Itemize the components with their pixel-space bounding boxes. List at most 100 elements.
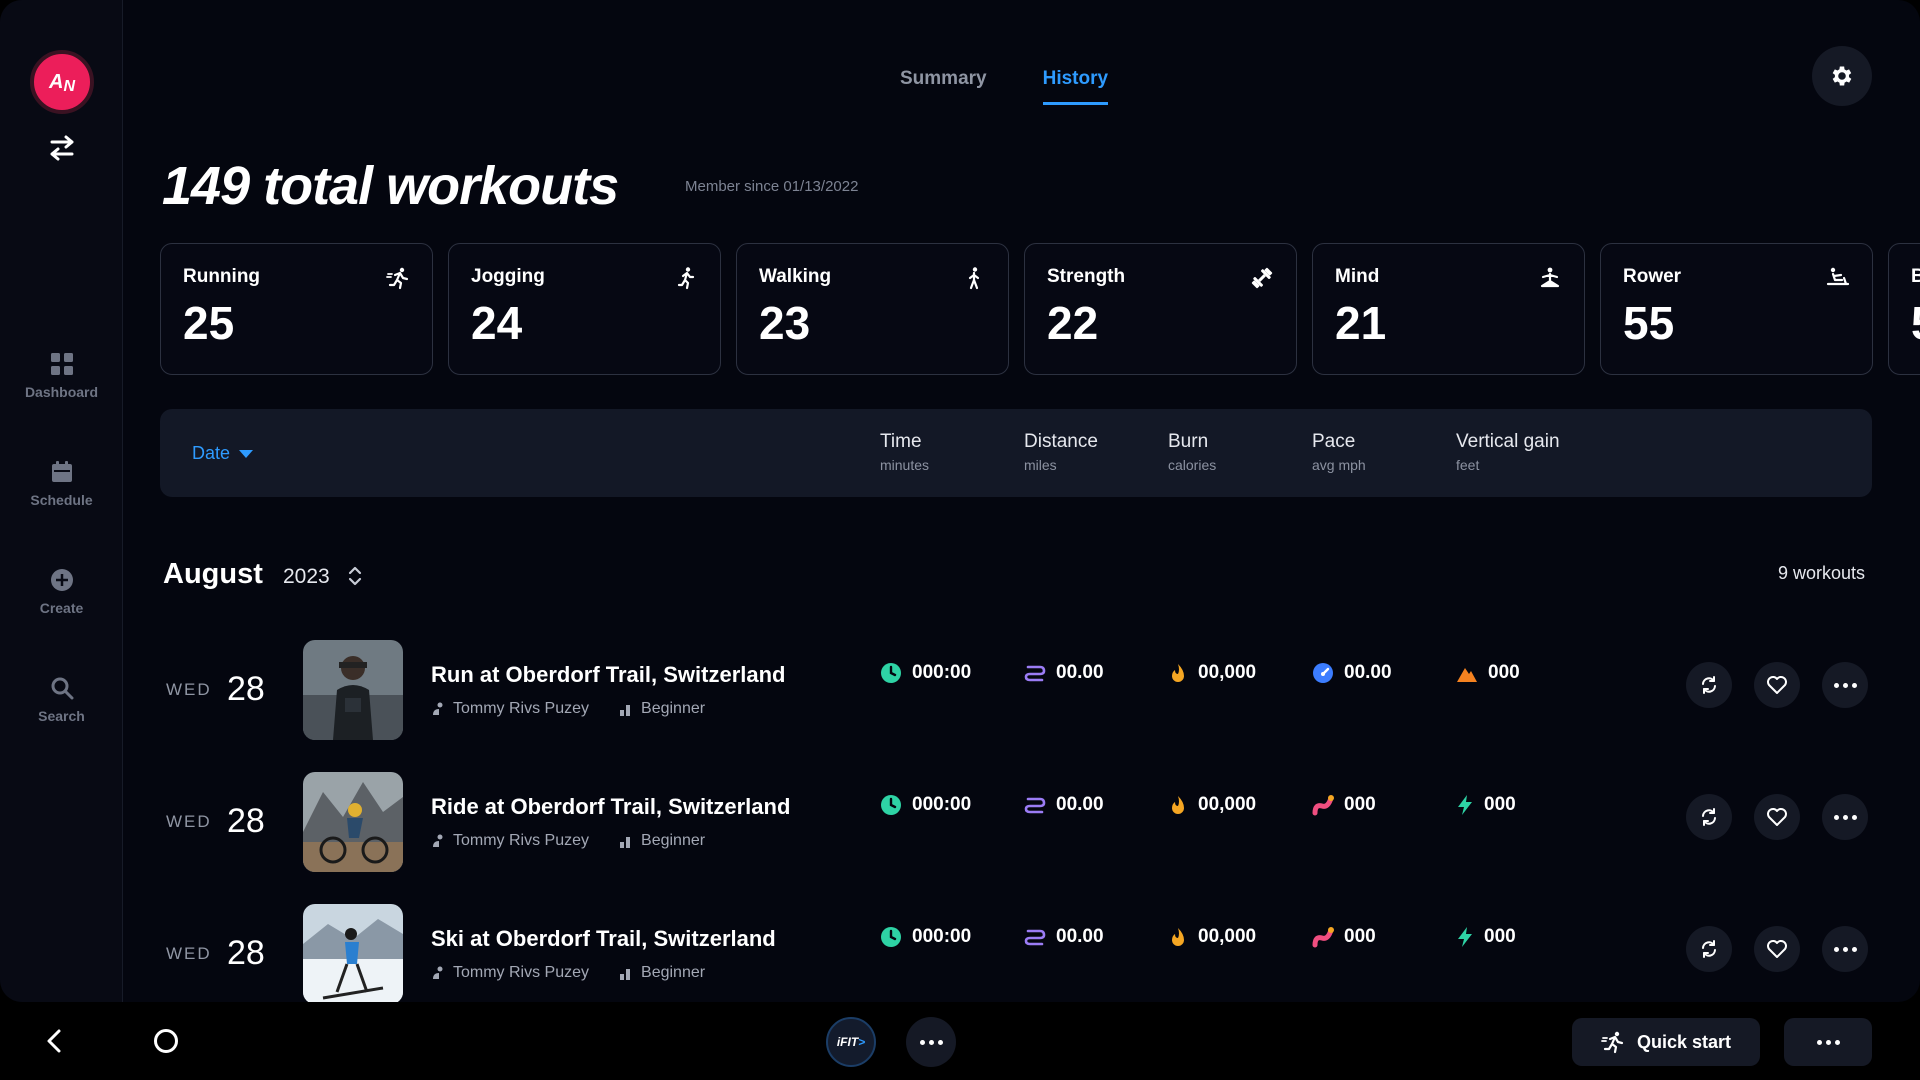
workout-row[interactable]: WED 28 Ride at Oberdorf Trail, Switzerla…	[0, 772, 1920, 872]
bottom-bar: iFIT > Quick start	[0, 1002, 1920, 1080]
card-value: 55	[1623, 297, 1675, 349]
mountain-icon	[1457, 668, 1477, 682]
card-name: Rower	[1623, 266, 1682, 287]
favorite-button[interactable]	[1754, 926, 1800, 972]
dumbbell-icon	[1251, 267, 1273, 289]
more-options-button[interactable]	[1822, 926, 1868, 972]
row-date: 28	[227, 802, 265, 840]
difficulty-level: Beginner	[641, 832, 706, 849]
sidebar-item-label: Schedule	[30, 492, 93, 508]
walking-icon	[968, 267, 980, 290]
card-name: Running	[183, 266, 261, 287]
card-running[interactable]: Running 25	[160, 243, 433, 375]
lightning-icon	[1458, 927, 1472, 947]
row-weekday: WED	[166, 944, 212, 963]
sidebar-item-schedule[interactable]: Schedule	[0, 460, 123, 508]
lightning-icon	[1458, 795, 1472, 815]
column-distance[interactable]: Distance miles	[1024, 431, 1098, 473]
more-options-button[interactable]	[1822, 794, 1868, 840]
card-value: 24	[471, 297, 523, 349]
chevron-up-down-icon[interactable]	[348, 565, 362, 587]
stat-distance: 00.00	[1024, 662, 1104, 684]
page-title: 149 total workouts	[162, 156, 619, 216]
trainer-icon	[433, 702, 443, 715]
column-title: Pace	[1312, 431, 1356, 452]
plus-circle-icon	[50, 569, 73, 591]
column-unit: minutes	[880, 457, 930, 473]
bottom-more-button[interactable]	[1784, 1018, 1872, 1066]
tab-summary[interactable]: Summary	[900, 68, 987, 89]
repeat-button[interactable]	[1686, 926, 1732, 972]
sidebar-item-label: Dashboard	[24, 384, 99, 400]
sidebar-item-label: Search	[38, 708, 85, 724]
column-unit: feet	[1456, 457, 1480, 473]
refresh-icon	[1702, 808, 1716, 826]
clock-icon	[881, 795, 901, 815]
workout-title[interactable]: Run at Oberdorf Trail, Switzerland	[431, 662, 786, 687]
ifit-button[interactable]: iFIT >	[826, 1017, 876, 1067]
stat-value: 000	[1344, 926, 1376, 947]
workout-row[interactable]: WED 28 Ski at Oberdorf Trail, Switzerlan…	[0, 904, 1920, 1002]
stat-value: 000:00	[912, 794, 972, 815]
workout-title[interactable]: Ride at Oberdorf Trail, Switzerland	[431, 794, 791, 819]
quick-start-button[interactable]: Quick start	[1572, 1018, 1760, 1066]
back-button[interactable]	[44, 1028, 64, 1059]
chevron-left-icon	[47, 1029, 61, 1053]
card-value: 22	[1047, 297, 1099, 349]
stat-value: 00.00	[1056, 662, 1104, 683]
sidebar-item-search[interactable]: Search	[0, 676, 123, 724]
tab-history[interactable]: History	[1042, 68, 1109, 105]
home-button[interactable]	[154, 1029, 178, 1053]
sidebar-item-dashboard[interactable]: Dashboard	[0, 352, 123, 400]
difficulty-icon	[620, 837, 631, 848]
stat-value: 00,000	[1198, 794, 1257, 815]
clock-icon	[881, 927, 901, 947]
avatar-initial-n: N	[63, 77, 75, 95]
jogging-icon	[677, 267, 695, 290]
row-weekday: WED	[166, 812, 212, 831]
trainer-name: Tommy Rivs Puzey	[453, 700, 590, 717]
workout-thumbnail	[303, 640, 403, 740]
refresh-icon	[1702, 940, 1716, 958]
card-walking[interactable]: Walking 23	[736, 243, 1009, 375]
column-time[interactable]: Time minutes	[880, 431, 929, 473]
trainer-name: Tommy Rivs Puzey	[453, 832, 590, 849]
settings-button[interactable]	[1812, 46, 1872, 106]
favorite-button[interactable]	[1754, 794, 1800, 840]
switch-user-icon[interactable]	[44, 134, 80, 162]
speedometer-icon	[1313, 663, 1333, 683]
card-value: 5	[1911, 296, 1920, 350]
route-icon	[1024, 929, 1046, 946]
stat-distance: 00.00	[1024, 926, 1104, 948]
row-date: 28	[227, 934, 265, 972]
card-strength[interactable]: Strength 22	[1024, 243, 1297, 375]
column-unit: miles	[1024, 457, 1057, 473]
repeat-button[interactable]	[1686, 662, 1732, 708]
year-selector[interactable]: 2023	[283, 565, 330, 588]
favorite-button[interactable]	[1754, 662, 1800, 708]
apps-more-button[interactable]	[906, 1017, 956, 1067]
stat-burn: 00,000	[1168, 662, 1256, 684]
card-value: 21	[1335, 297, 1387, 349]
stat-value: 000	[1344, 794, 1376, 815]
workout-title[interactable]: Ski at Oberdorf Trail, Switzerland	[431, 926, 776, 951]
workout-row[interactable]: WED 28 Run at Oberdorf Trail, Switzerlan…	[0, 640, 1920, 740]
column-vertical-gain[interactable]: Vertical gain feet	[1456, 431, 1560, 473]
sidebar-item-create[interactable]: Create	[0, 568, 123, 616]
heart-icon	[1767, 808, 1787, 826]
column-burn[interactable]: Burn calories	[1168, 431, 1216, 473]
clock-icon	[881, 663, 901, 683]
sort-date-button[interactable]: Date	[192, 443, 254, 464]
repeat-button[interactable]	[1686, 794, 1732, 840]
caret-down-icon	[239, 449, 254, 458]
card-partial[interactable]: B 5	[1888, 243, 1920, 375]
sidebar-item-label: Create	[39, 600, 84, 616]
card-mind[interactable]: Mind 21	[1312, 243, 1585, 375]
card-jogging[interactable]: Jogging 24	[448, 243, 721, 375]
card-rower[interactable]: Rower 55	[1600, 243, 1873, 375]
more-options-button[interactable]	[1822, 662, 1868, 708]
column-pace[interactable]: Pace avg mph	[1312, 431, 1366, 473]
